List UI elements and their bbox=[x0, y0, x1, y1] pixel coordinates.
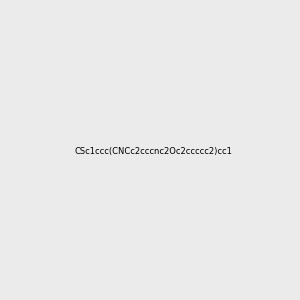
Text: CSc1ccc(CNCc2cccnc2Oc2ccccc2)cc1: CSc1ccc(CNCc2cccnc2Oc2ccccc2)cc1 bbox=[75, 147, 233, 156]
